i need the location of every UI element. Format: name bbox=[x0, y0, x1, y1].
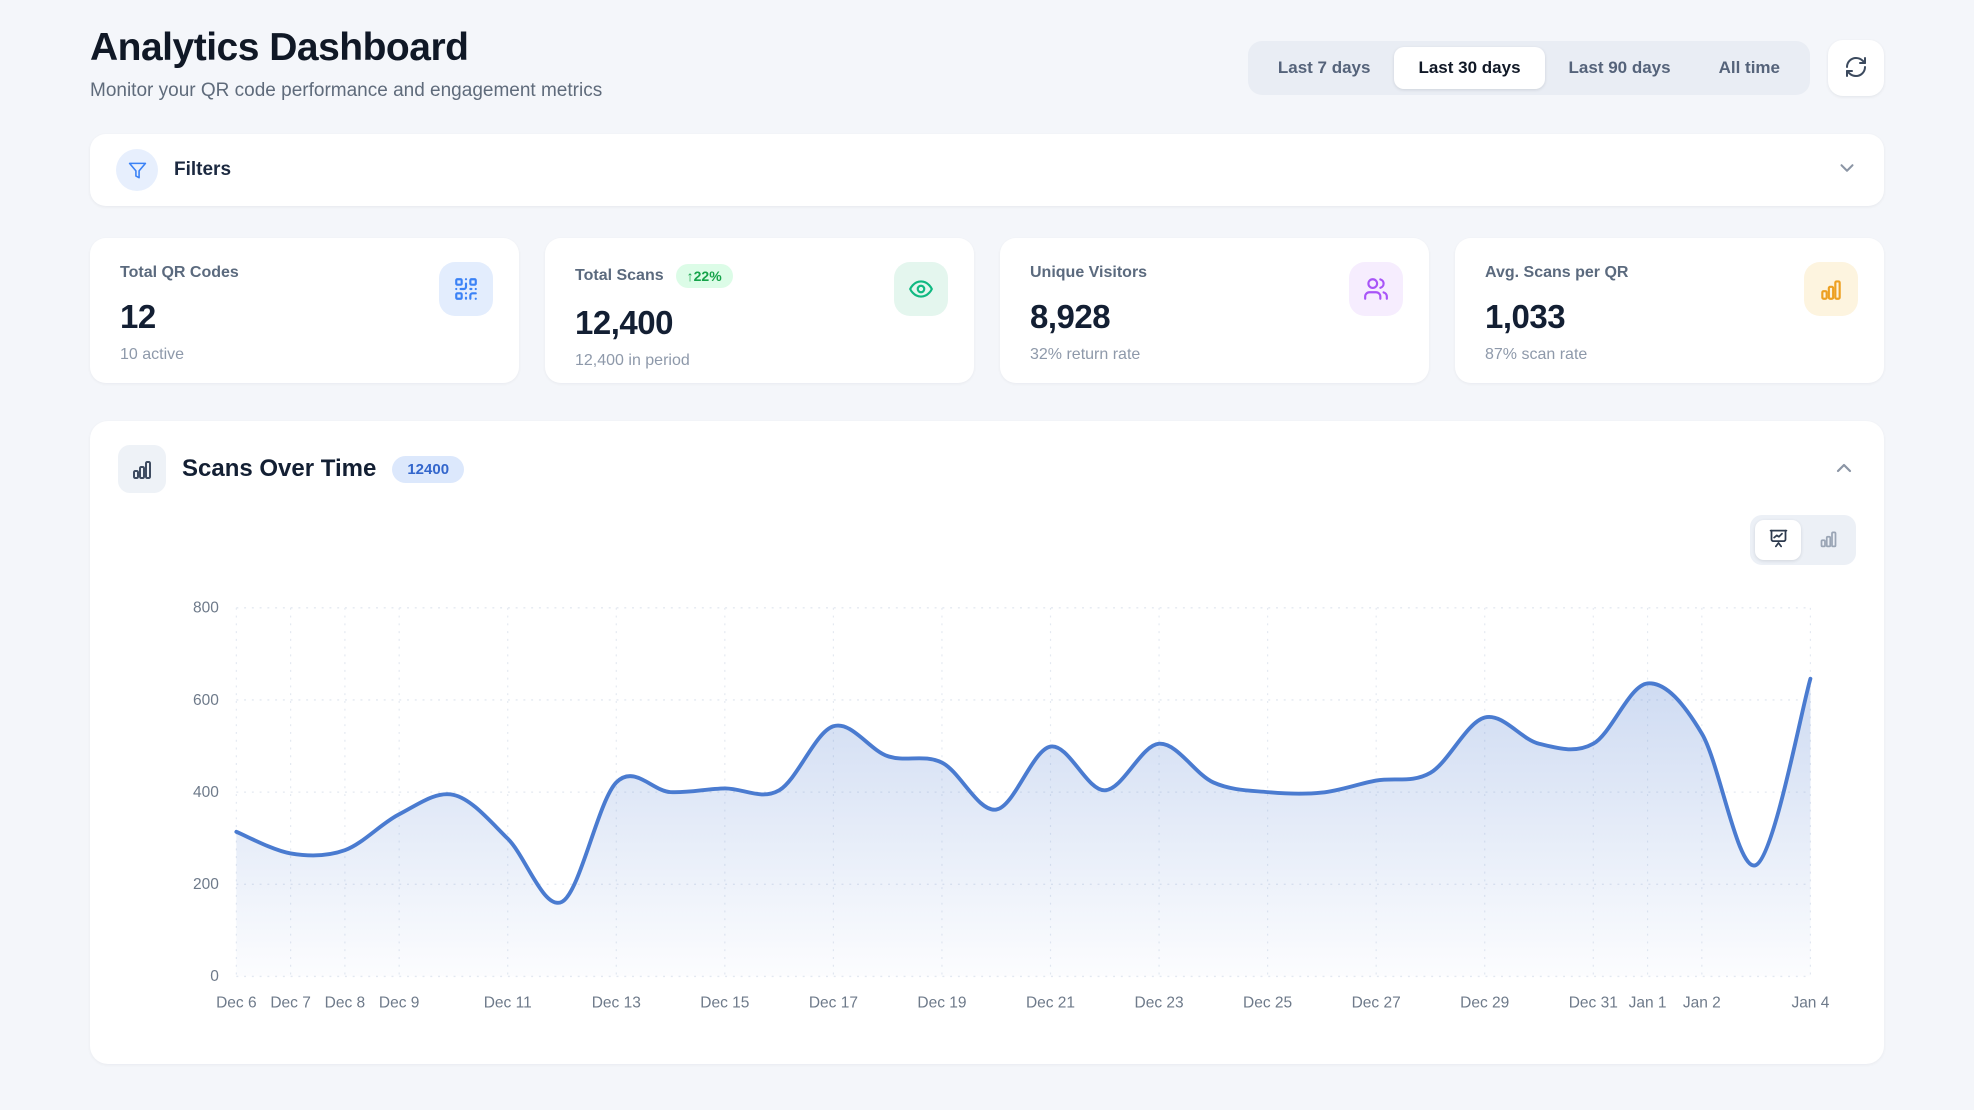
svg-text:Dec 29: Dec 29 bbox=[1460, 994, 1509, 1011]
collapse-chevron-up-icon[interactable] bbox=[1832, 456, 1856, 483]
svg-text:Dec 19: Dec 19 bbox=[917, 994, 966, 1011]
stat-card-avg-scans-per-qr: Avg. Scans per QR 1,033 87% scan rate bbox=[1455, 238, 1884, 383]
stat-label: Total QR Codes bbox=[120, 264, 239, 281]
filter-funnel-icon bbox=[116, 149, 158, 191]
page-subtitle: Monitor your QR code performance and eng… bbox=[90, 80, 603, 101]
stat-card-total-qr-codes: Total QR Codes 12 10 active bbox=[90, 238, 519, 383]
stat-label: Unique Visitors bbox=[1030, 264, 1148, 281]
page-title: Analytics Dashboard bbox=[90, 26, 469, 69]
stat-subtext: 87% scan rate bbox=[1485, 346, 1588, 363]
stat-value: 12,400 bbox=[575, 304, 673, 341]
filters-label: Filters bbox=[174, 159, 232, 180]
svg-text:Dec 25: Dec 25 bbox=[1243, 994, 1292, 1011]
chart-title: Scans Over Time bbox=[182, 455, 377, 482]
svg-text:Dec 9: Dec 9 bbox=[379, 994, 420, 1011]
line-chart-toggle-button[interactable] bbox=[1755, 520, 1801, 560]
stat-label: Total Scans bbox=[575, 267, 664, 284]
scans-chart: 0 200 400 600 800 Dec 6 Dec 7 Dec 8 Dec 9 Dec 11 D… bbox=[193, 600, 1830, 1012]
svg-text:Jan 1: Jan 1 bbox=[1629, 994, 1667, 1011]
svg-text:Jan 2: Jan 2 bbox=[1683, 994, 1721, 1011]
small-bar-chart-icon bbox=[1818, 528, 1839, 552]
page-header-text: Analytics Dashboard Monitor your QR code… bbox=[90, 26, 602, 102]
svg-text:800: 800 bbox=[193, 600, 219, 617]
stat-card-unique-visitors: Unique Visitors 8,928 32% return rate bbox=[1000, 238, 1429, 383]
time-range-last-30-days[interactable]: Last 30 days bbox=[1394, 47, 1545, 89]
stat-label: Avg. Scans per QR bbox=[1485, 264, 1629, 281]
svg-text:Dec 11: Dec 11 bbox=[484, 994, 532, 1011]
svg-text:Dec 31: Dec 31 bbox=[1569, 994, 1618, 1011]
chart-area[interactable]: 0 200 400 600 800 Dec 6 Dec 7 Dec 8 Dec 9 Dec 11 D… bbox=[118, 571, 1856, 1027]
chart-header: Scans Over Time 12400 bbox=[118, 445, 1856, 493]
svg-text:Dec 15: Dec 15 bbox=[700, 994, 749, 1011]
time-range-all-time[interactable]: All time bbox=[1695, 47, 1804, 89]
svg-text:400: 400 bbox=[193, 784, 219, 801]
time-range-selector: Last 7 days Last 30 days Last 90 days Al… bbox=[1247, 41, 1810, 95]
stat-subtext: 12,400 in period bbox=[575, 352, 690, 369]
users-icon bbox=[1349, 262, 1403, 316]
presentation-line-icon bbox=[1768, 528, 1789, 552]
chart-total-badge: 12400 bbox=[392, 455, 465, 483]
stat-card-total-scans: Total Scans ↑22% 12,400 12,400 in period bbox=[545, 238, 974, 383]
top-controls: Last 7 days Last 30 days Last 90 days Al… bbox=[1247, 40, 1884, 96]
eye-icon bbox=[894, 262, 948, 316]
page-header: Analytics Dashboard Monitor your QR code… bbox=[90, 26, 1884, 102]
stat-subtext: 32% return rate bbox=[1030, 346, 1141, 363]
svg-text:Dec 6: Dec 6 bbox=[216, 994, 257, 1011]
svg-text:600: 600 bbox=[193, 692, 219, 709]
filters-chevron-down-icon[interactable] bbox=[1836, 157, 1858, 184]
refresh-button[interactable] bbox=[1828, 40, 1884, 96]
qr-code-icon bbox=[439, 262, 493, 316]
svg-text:Dec 13: Dec 13 bbox=[592, 994, 641, 1011]
refresh-icon bbox=[1844, 55, 1868, 82]
svg-text:Dec 7: Dec 7 bbox=[270, 994, 310, 1011]
chart-type-toggle-row bbox=[118, 515, 1856, 565]
stat-value: 8,928 bbox=[1030, 298, 1111, 335]
stat-subtext: 10 active bbox=[120, 346, 185, 363]
svg-text:Dec 23: Dec 23 bbox=[1135, 994, 1184, 1011]
svg-text:Dec 27: Dec 27 bbox=[1352, 994, 1401, 1011]
svg-text:Jan 4: Jan 4 bbox=[1791, 994, 1829, 1011]
svg-text:0: 0 bbox=[210, 968, 219, 985]
time-range-last-90-days[interactable]: Last 90 days bbox=[1545, 47, 1695, 89]
stat-value: 12 bbox=[120, 298, 156, 335]
trend-badge: ↑22% bbox=[675, 264, 733, 288]
svg-text:Dec 8: Dec 8 bbox=[325, 994, 366, 1011]
stats-row: Total QR Codes 12 10 active Total Scans … bbox=[90, 238, 1884, 383]
stat-value: 1,033 bbox=[1485, 298, 1566, 335]
bar-chart-icon bbox=[1804, 262, 1858, 316]
bar-chart-toggle-button[interactable] bbox=[1805, 520, 1851, 560]
svg-text:Dec 21: Dec 21 bbox=[1026, 994, 1075, 1011]
chart-type-toggle bbox=[1750, 515, 1856, 565]
svg-text:200: 200 bbox=[193, 876, 219, 893]
chart-bars-icon bbox=[118, 445, 166, 493]
svg-text:Dec 17: Dec 17 bbox=[809, 994, 858, 1011]
scans-over-time-card: Scans Over Time 12400 bbox=[90, 421, 1884, 1064]
time-range-last-7-days[interactable]: Last 7 days bbox=[1254, 47, 1395, 89]
filters-bar[interactable]: Filters bbox=[90, 134, 1884, 206]
